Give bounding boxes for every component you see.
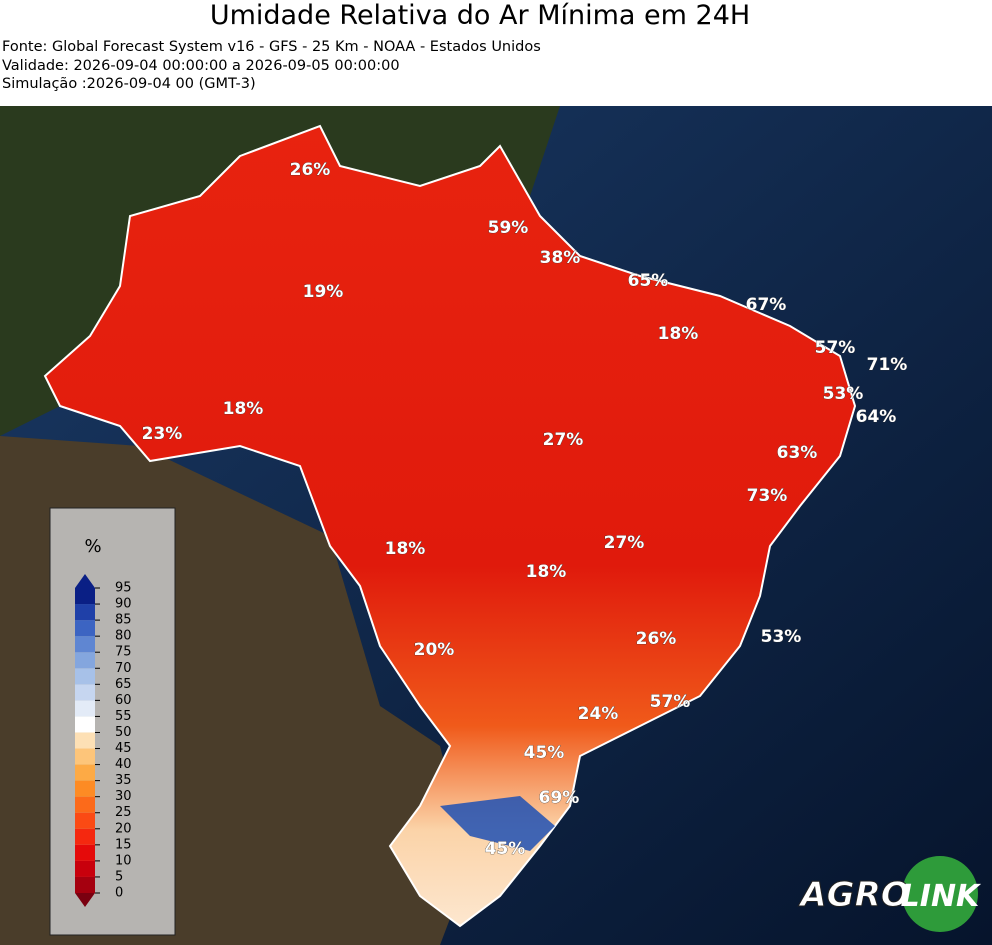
simulation-line: Simulação :2026-09-04 00 (GMT-3) [2, 76, 256, 92]
colorbar-tick-label: 40 [115, 757, 132, 772]
colorbar-tick-label: 70 [115, 661, 132, 676]
colorbar-arrow-high [75, 574, 95, 588]
colorbar-tick-label: 55 [115, 709, 132, 724]
humidity-label: 45% [524, 743, 565, 763]
colorbar-segment [75, 588, 95, 605]
colorbar-tick-label: 15 [115, 837, 132, 852]
colorbar-segment [75, 652, 95, 669]
colorbar-segment [75, 780, 95, 797]
colorbar-segment [75, 828, 95, 845]
humidity-label: 20% [414, 640, 455, 660]
colorbar-tick-label: 95 [115, 581, 132, 596]
colorbar-segment [75, 812, 95, 829]
colorbar-segment [75, 764, 95, 781]
logo-link: LINK [901, 879, 982, 914]
colorbar-tick-label: 45 [115, 741, 132, 756]
colorbar-tick-label: 50 [115, 725, 132, 740]
colorbar-segment [75, 732, 95, 749]
humidity-label: 73% [747, 486, 788, 506]
colorbar-segment [75, 748, 95, 765]
humidity-label: 23% [142, 424, 183, 444]
colorbar-segment [75, 668, 95, 685]
colorbar-tick-label: 30 [115, 789, 132, 804]
humidity-label: 18% [385, 539, 426, 559]
logo-circle [902, 856, 978, 932]
colorbar-tick-label: 20 [115, 821, 132, 836]
colorbar-arrow-low [75, 893, 95, 907]
colorbar-segment [75, 636, 95, 653]
source-line: Fonte: Global Forecast System v16 - GFS … [2, 39, 541, 55]
colorbar-tick-label: 60 [115, 693, 132, 708]
colorbar-tick-label: 80 [115, 629, 132, 644]
colorbar-tick-label: 10 [115, 853, 132, 868]
validity-line: Validade: 2026-09-04 00:00:00 a 2026-09-… [2, 58, 400, 74]
map: 26%59%38%65%19%67%18%57%71%53%18% 64%23% 2… [0, 106, 992, 945]
humidity-label: 63% [777, 443, 818, 463]
humidity-label: 18% [658, 324, 699, 344]
colorbar-segment [75, 876, 95, 893]
humid-zone [440, 796, 555, 851]
humidity-label: 19% [303, 282, 344, 302]
colorbar-tick-label: 0 [115, 886, 123, 901]
colorbar-box [49, 507, 176, 936]
colorbar-unit: % [84, 536, 101, 557]
humidity-label: 26% [636, 629, 677, 649]
logo-agro: AGRO [797, 875, 909, 915]
colorbar-tick-label: 35 [115, 773, 132, 788]
humidity-label: 26% [290, 160, 331, 180]
humidity-label: 59% [488, 218, 529, 238]
humidity-label: 38% [540, 248, 581, 268]
colorbar-segment [75, 716, 95, 733]
humidity-label: 65% [628, 271, 669, 291]
humidity-label: 27% [604, 533, 645, 553]
colorbar-tick-label: 85 [115, 613, 132, 628]
colorbar-segment [75, 604, 95, 621]
humidity-label: 71% [867, 355, 908, 375]
colorbar-segment [75, 700, 95, 717]
humidity-label: 45% [485, 839, 526, 859]
colorbar-segment [75, 796, 95, 813]
colorbar-tick-label: 5 [115, 869, 123, 884]
humidity-label: 53% [823, 384, 864, 404]
humidity-label: 18% [526, 562, 567, 582]
colorbar-tick-label: 75 [115, 645, 132, 660]
colorbar-segment [75, 620, 95, 637]
humidity-label: 57% [815, 338, 856, 358]
colorbar-tick-label: 65 [115, 677, 132, 692]
colorbar-segment [75, 860, 95, 877]
title: Umidade Relativa do Ar Mínima em 24H [209, 0, 751, 31]
header: Umidade Relativa do Ar Mínima em 24H Fon… [0, 0, 992, 106]
humidity-label: 27% [543, 430, 584, 450]
colorbar-segment [75, 844, 95, 861]
colorbar-tick-label: 90 [115, 597, 132, 612]
colorbar-segment [75, 684, 95, 701]
humidity-label: 67% [746, 295, 787, 315]
humidity-label: 53% [761, 627, 802, 647]
humidity-label: 64% [856, 407, 897, 427]
humidity-label: 18% [223, 399, 264, 419]
humidity-label: 57% [650, 692, 691, 712]
humidity-label: 69% [539, 788, 580, 808]
humidity-label: 24% [578, 704, 619, 724]
colorbar-tick-label: 25 [115, 805, 132, 820]
